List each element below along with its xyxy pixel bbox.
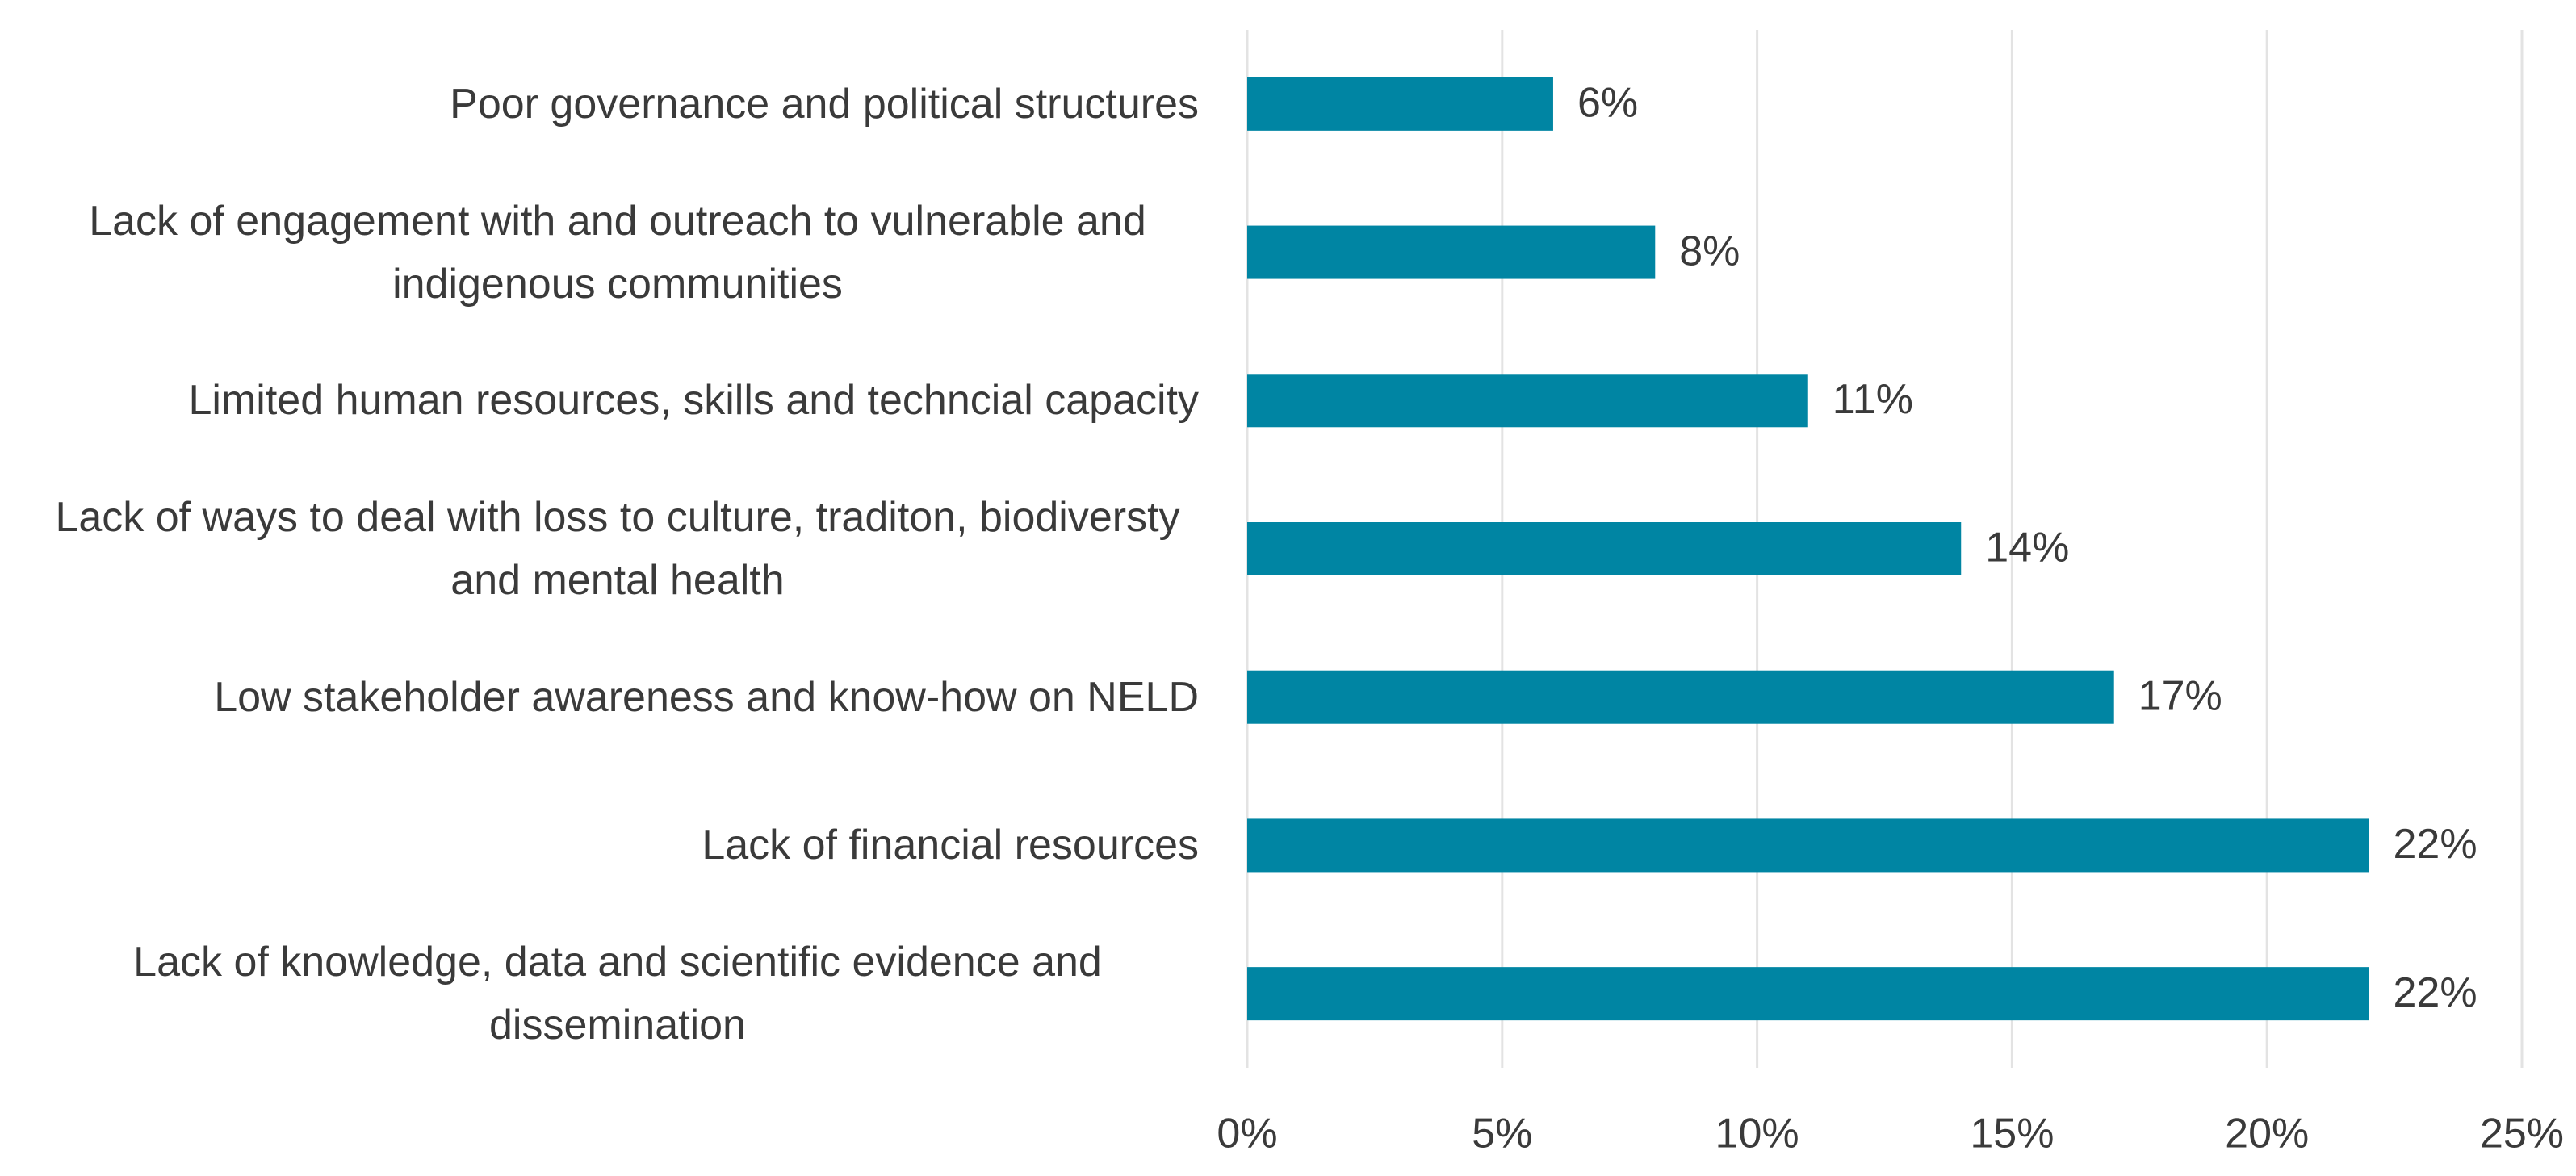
x-tick-label: 15% bbox=[1970, 1111, 2054, 1157]
y-tick-label: Limited human resources, skills and tech… bbox=[188, 377, 1199, 425]
y-tick-label: Lack of knowledge, data and scientific e… bbox=[133, 939, 1102, 1049]
x-tick-label: 5% bbox=[1472, 1111, 1532, 1157]
y-tick-label: Low stakeholder awareness and know-how o… bbox=[214, 673, 1199, 721]
bar bbox=[1247, 77, 1553, 131]
value-label: 14% bbox=[1985, 525, 2069, 571]
x-tick-label: 20% bbox=[2225, 1111, 2309, 1157]
value-label: 22% bbox=[2394, 821, 2478, 868]
x-tick-label: 0% bbox=[1217, 1111, 1277, 1157]
y-tick-label: Lack of financial resources bbox=[702, 822, 1199, 869]
x-tick-label: 25% bbox=[2480, 1111, 2564, 1157]
y-tick-label: Lack of ways to deal with loss to cultur… bbox=[55, 494, 1180, 604]
bar bbox=[1247, 374, 1808, 428]
bar bbox=[1247, 670, 2114, 724]
y-tick-label-box: Lack of knowledge, data and scientific e… bbox=[24, 931, 1199, 1057]
y-tick-label: Lack of engagement with and outreach to … bbox=[89, 197, 1146, 308]
value-label: 17% bbox=[2138, 672, 2222, 719]
y-tick-label-box: Limited human resources, skills and tech… bbox=[24, 369, 1199, 432]
x-tick-label: 10% bbox=[1715, 1111, 1799, 1157]
bar bbox=[1247, 522, 1962, 575]
y-tick-label: Poor governance and political structures bbox=[450, 80, 1199, 128]
bar bbox=[1247, 818, 2369, 873]
bar bbox=[1247, 225, 1656, 279]
y-tick-label-box: Poor governance and political structures bbox=[24, 73, 1199, 136]
y-tick-label-box: Lack of engagement with and outreach to … bbox=[24, 190, 1199, 316]
value-label: 22% bbox=[2394, 969, 2478, 1016]
value-label: 6% bbox=[1577, 80, 1638, 127]
y-tick-label-box: Lack of financial resources bbox=[24, 814, 1199, 877]
y-tick-label-box: Low stakeholder awareness and know-how o… bbox=[24, 666, 1199, 729]
value-label: 11% bbox=[1833, 376, 1913, 423]
y-tick-label-box: Lack of ways to deal with loss to cultur… bbox=[24, 486, 1199, 612]
bar bbox=[1247, 967, 2369, 1021]
value-label: 8% bbox=[1679, 228, 1740, 274]
